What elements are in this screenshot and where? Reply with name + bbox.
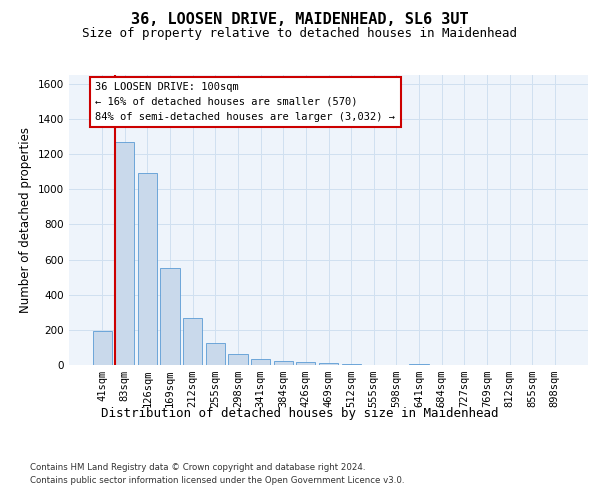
Bar <box>206 343 225 365</box>
Bar <box>229 354 248 365</box>
Bar <box>296 362 316 365</box>
Text: 36, LOOSEN DRIVE, MAIDENHEAD, SL6 3UT: 36, LOOSEN DRIVE, MAIDENHEAD, SL6 3UT <box>131 12 469 28</box>
Bar <box>409 364 428 365</box>
Bar <box>160 268 180 365</box>
Bar <box>274 360 293 365</box>
Text: 36 LOOSEN DRIVE: 100sqm
← 16% of detached houses are smaller (570)
84% of semi-d: 36 LOOSEN DRIVE: 100sqm ← 16% of detache… <box>95 82 395 122</box>
Bar <box>341 364 361 365</box>
Text: Size of property relative to detached houses in Maidenhead: Size of property relative to detached ho… <box>83 26 517 40</box>
Bar <box>92 330 112 365</box>
Bar <box>319 363 338 365</box>
Bar <box>251 359 270 365</box>
Bar <box>115 142 134 365</box>
Text: Contains public sector information licensed under the Open Government Licence v3: Contains public sector information licen… <box>30 476 404 485</box>
Y-axis label: Number of detached properties: Number of detached properties <box>19 127 32 313</box>
Text: Distribution of detached houses by size in Maidenhead: Distribution of detached houses by size … <box>101 408 499 420</box>
Text: Contains HM Land Registry data © Crown copyright and database right 2024.: Contains HM Land Registry data © Crown c… <box>30 462 365 471</box>
Bar <box>138 172 157 365</box>
Bar <box>183 318 202 365</box>
